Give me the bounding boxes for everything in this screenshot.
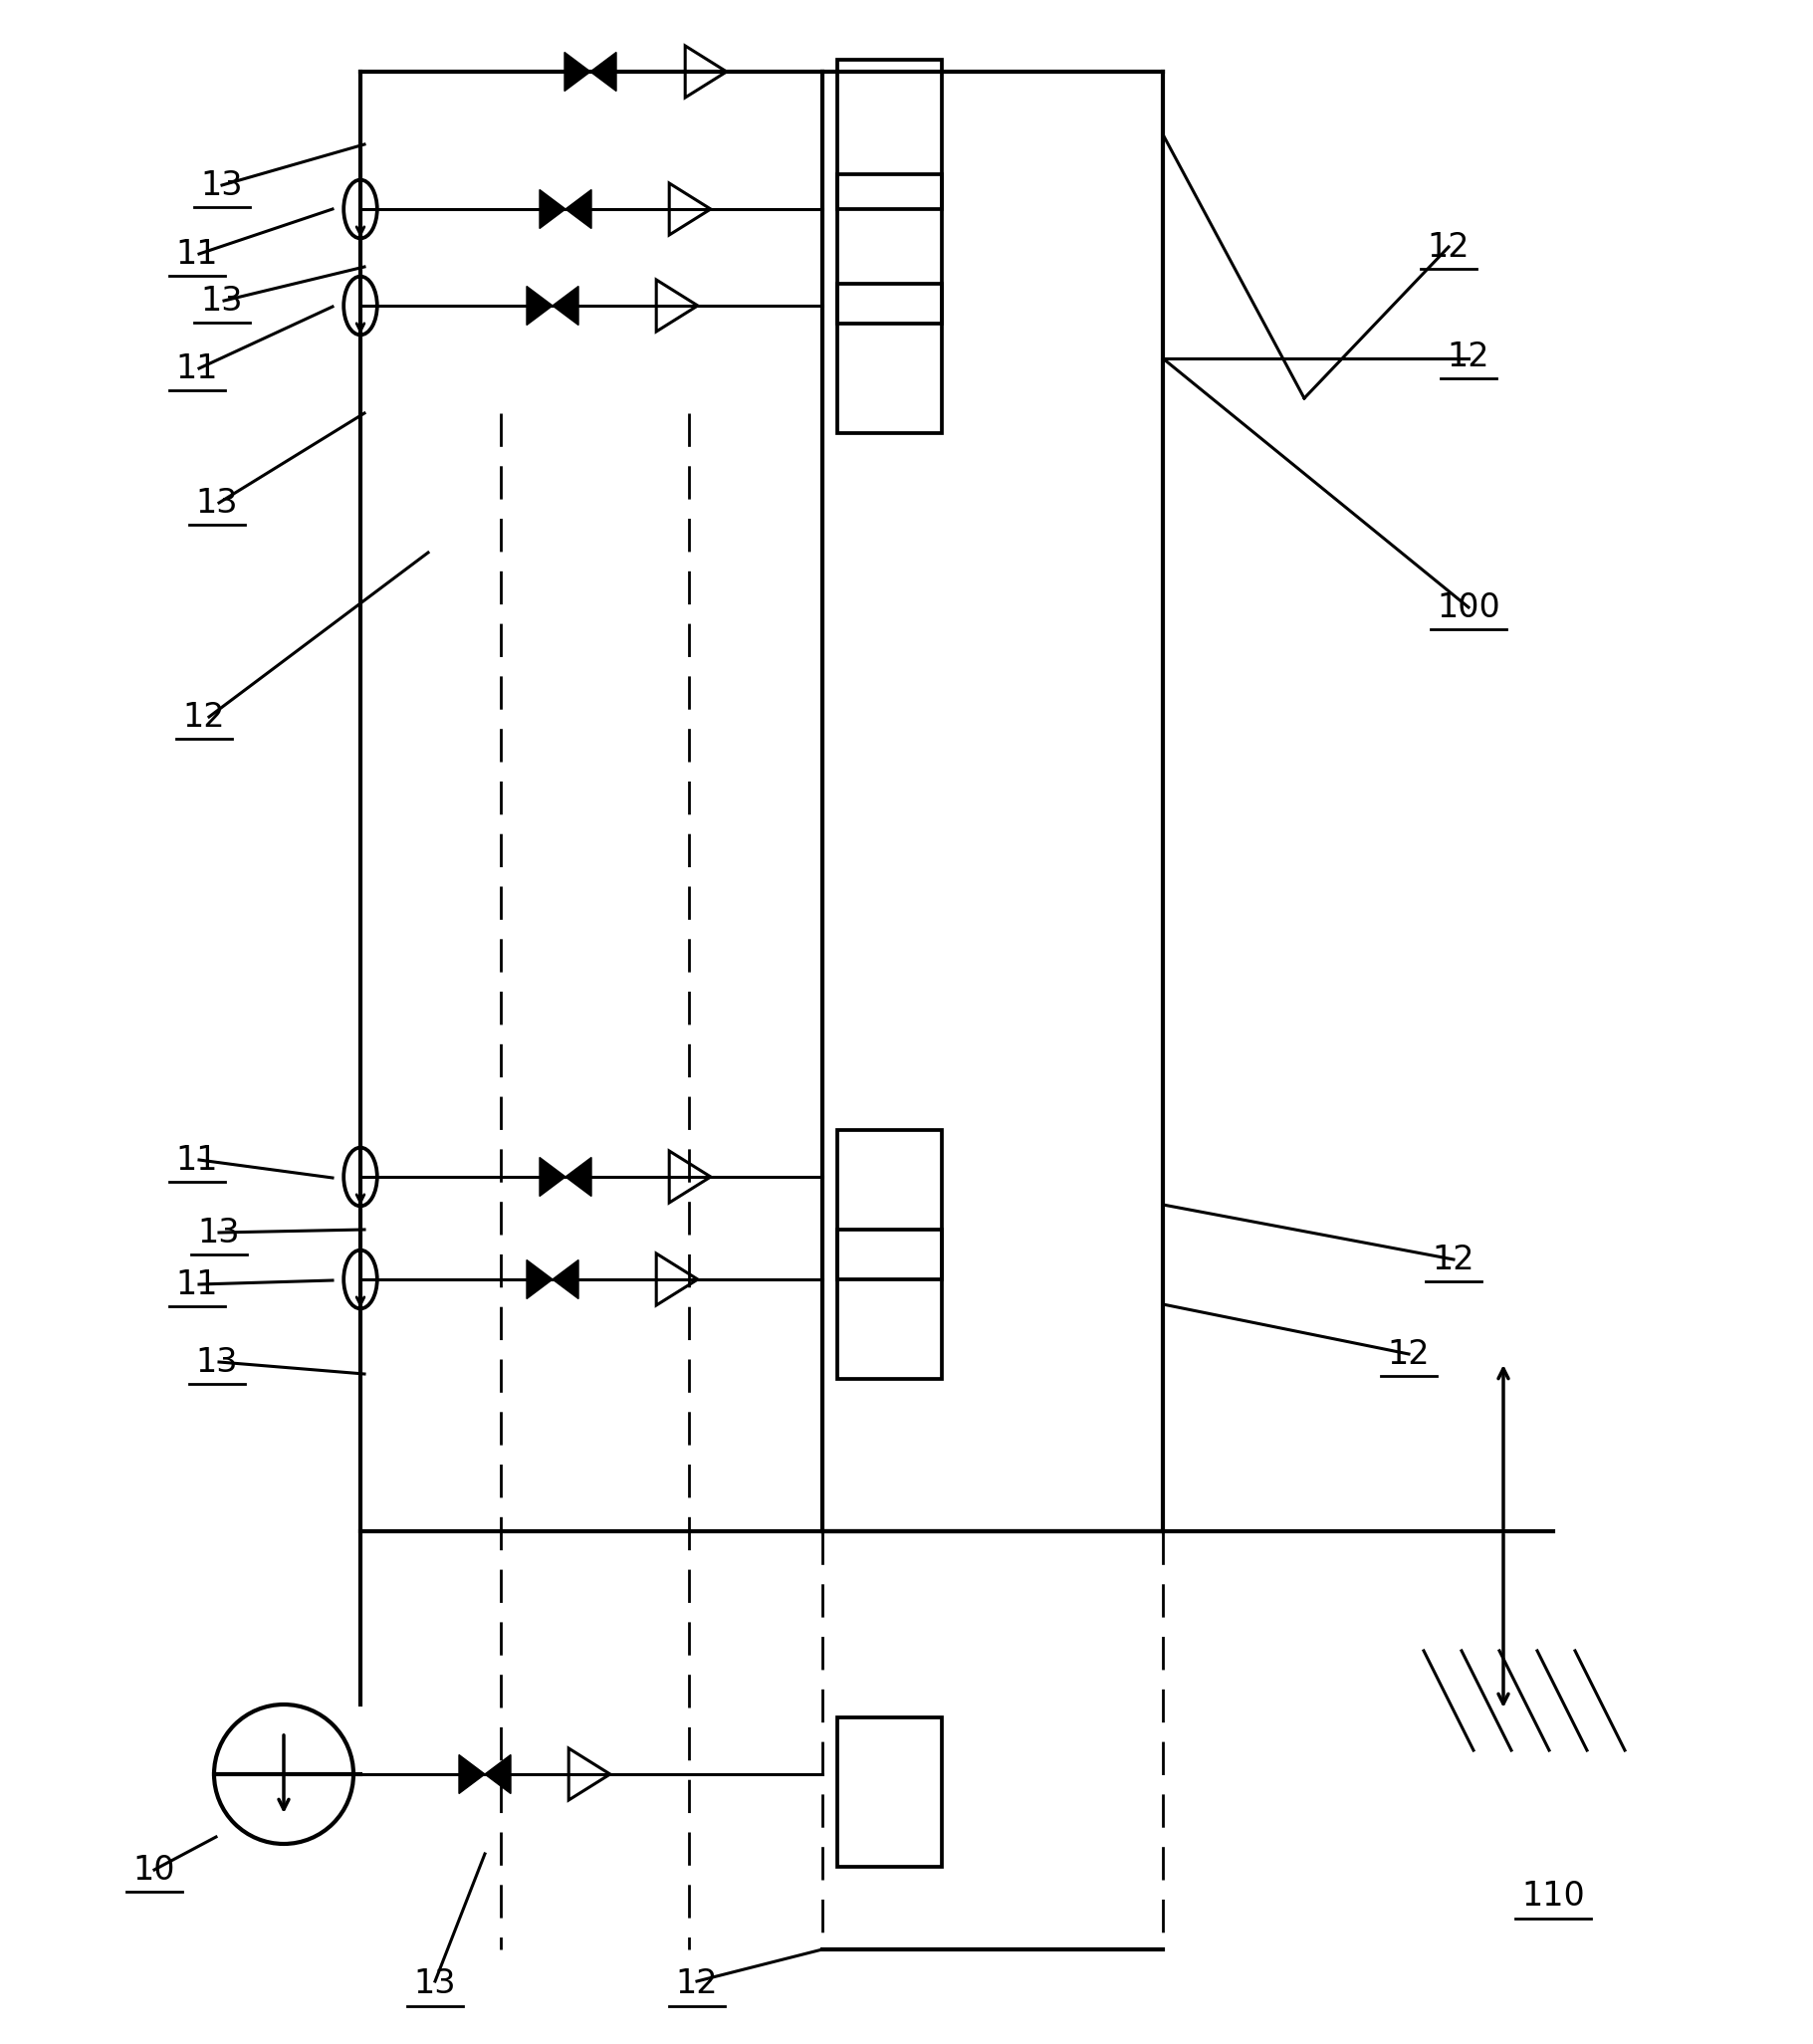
Bar	[838, 1230, 941, 1380]
Text: 13: 13	[201, 284, 243, 317]
Text: 13: 13	[198, 1216, 239, 1249]
Polygon shape	[591, 53, 616, 92]
Polygon shape	[459, 1754, 484, 1793]
Polygon shape	[540, 190, 566, 229]
Polygon shape	[526, 286, 553, 325]
Text: 12: 12	[676, 1968, 718, 2001]
Text: 12: 12	[1387, 1337, 1430, 1369]
Text: 11: 11	[176, 1267, 218, 1300]
Polygon shape	[564, 53, 591, 92]
Text: 12: 12	[1432, 1243, 1474, 1275]
Text: 11: 11	[176, 1143, 218, 1175]
Polygon shape	[526, 1259, 553, 1298]
Text: 10: 10	[132, 1854, 176, 1887]
Polygon shape	[566, 1157, 591, 1196]
Bar	[838, 1130, 941, 1280]
Polygon shape	[553, 286, 578, 325]
Bar	[838, 284, 941, 433]
Text: 13: 13	[196, 486, 238, 519]
Text: 13: 13	[196, 1345, 238, 1378]
Bar	[838, 59, 941, 208]
Text: 13: 13	[413, 1968, 457, 2001]
Text: 13: 13	[201, 170, 243, 202]
Text: 11: 11	[176, 352, 218, 384]
Polygon shape	[540, 1157, 566, 1196]
Polygon shape	[553, 1259, 578, 1298]
Text: 12: 12	[1447, 339, 1490, 372]
Text: 110: 110	[1521, 1880, 1585, 1913]
Bar	[838, 174, 941, 323]
Text: 100: 100	[1436, 591, 1499, 623]
Polygon shape	[566, 190, 591, 229]
Text: 11: 11	[176, 237, 218, 270]
Bar	[838, 1717, 941, 1866]
Text: 12: 12	[1427, 231, 1470, 264]
Text: 12: 12	[183, 701, 225, 734]
Polygon shape	[484, 1754, 511, 1793]
